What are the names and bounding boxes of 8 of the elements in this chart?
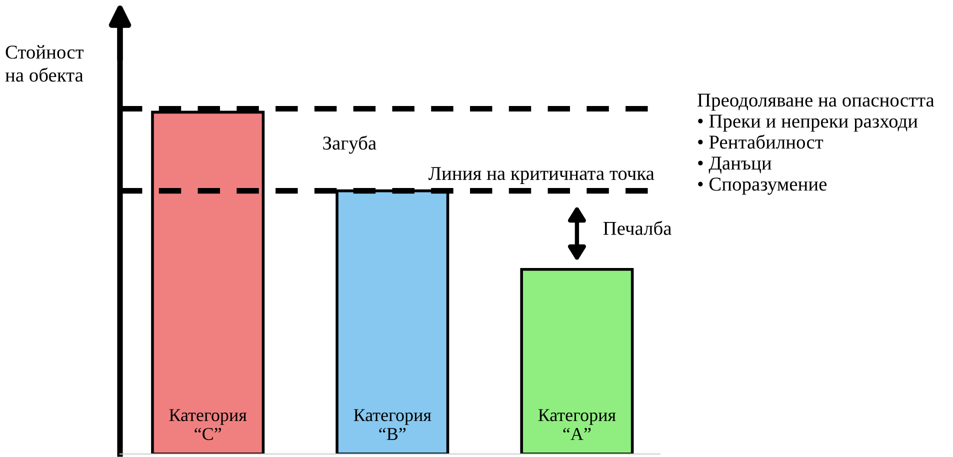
annotation: Печалба [603,220,672,235]
x-tick-label: Категория “A” [538,409,616,440]
ref-line-label: Линия на критичната точка [428,167,654,184]
annotation: Загуба [323,136,376,154]
x-tick-label: Категория “C” [169,409,247,440]
x-tick-label: Категория “B” [354,409,432,440]
text: Преодоляване на опасността • Преки и непреки разходи • Рентабилност • Данъци • Споразумение [698,94,934,195]
y-axis-title: Стойност на обекта [5,45,84,82]
